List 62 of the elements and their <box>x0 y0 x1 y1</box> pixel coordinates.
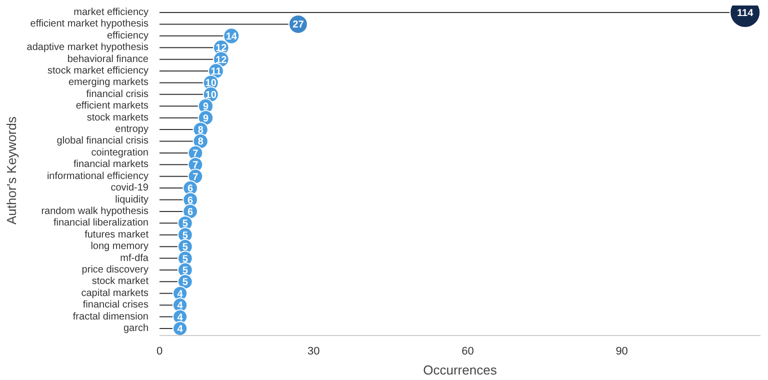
y-tick-label: stock market efficiency <box>48 66 149 77</box>
x-axis-title: Occurrences <box>423 362 498 378</box>
y-tick-label: fractal dimension <box>72 311 149 322</box>
y-tick-label: emerging markets <box>68 77 148 88</box>
y-tick-label: financial liberalization <box>53 218 149 229</box>
x-tick-label: 30 <box>307 346 320 358</box>
y-tick-label: efficient market hypothesis <box>30 18 149 30</box>
y-tick-label: cointegration <box>91 147 149 158</box>
y-tick-label: garch <box>123 322 148 334</box>
data-label: 4 <box>177 288 184 300</box>
y-tick-label: mf-dfa <box>120 252 149 264</box>
y-tick-label: financial crisis <box>86 88 149 100</box>
data-label: 10 <box>205 78 217 90</box>
data-label: 4 <box>177 300 184 312</box>
data-label: 6 <box>188 206 194 218</box>
data-label: 5 <box>182 218 188 230</box>
y-tick-label: adaptive market hypothesis <box>26 42 148 54</box>
data-label: 4 <box>177 312 184 324</box>
data-label: 11 <box>210 66 222 78</box>
y-tick-label: financial markets <box>73 159 148 170</box>
y-tick-label: long memory <box>90 241 149 252</box>
y-tick-label: efficiency <box>106 30 149 42</box>
x-tick-label: 60 <box>462 346 474 358</box>
y-tick-label: behavioral finance <box>67 54 149 65</box>
data-label: 27 <box>292 20 304 31</box>
y-tick-label: financial crises <box>82 300 149 311</box>
y-tick-label: efficient markets <box>76 100 149 112</box>
data-label: 9 <box>202 102 209 113</box>
x-tick-label: 0 <box>156 346 163 358</box>
y-tick-label: random walk hypothesis <box>41 206 149 217</box>
y-tick-label: informational efficiency <box>46 170 149 182</box>
y-tick-label: market efficiency <box>74 7 148 18</box>
y-tick-label: entropy <box>115 124 149 136</box>
data-label: 12 <box>216 54 228 66</box>
y-axis-title: Author's Keywords <box>4 116 19 224</box>
data-label: 5 <box>182 277 188 288</box>
data-label: 8 <box>198 125 204 136</box>
data-label: 9 <box>202 113 209 124</box>
data-label: 12 <box>216 43 228 54</box>
y-tick-label: futures market <box>84 229 149 240</box>
data-label: 7 <box>192 148 199 160</box>
data-label: 10 <box>205 90 217 101</box>
y-tick-label: stock markets <box>86 112 149 124</box>
data-label: 5 <box>182 265 188 276</box>
data-label: 6 <box>188 195 194 206</box>
x-tick-label: 90 <box>616 346 628 358</box>
data-label: 5 <box>182 242 188 254</box>
data-label: 5 <box>182 254 188 265</box>
y-tick-label: price discovery <box>82 264 149 276</box>
data-label: 8 <box>198 136 204 148</box>
data-label: 6 <box>188 184 194 195</box>
y-tick-label: liquidity <box>115 194 149 206</box>
data-label: 14 <box>226 31 238 42</box>
y-tick-label: global financial crisis <box>56 136 149 147</box>
y-tick-label: capital markets <box>81 288 149 299</box>
data-label: 7 <box>192 172 199 183</box>
data-label: 4 <box>177 324 184 335</box>
y-tick-label: covid-19 <box>110 182 149 194</box>
data-label: 5 <box>182 230 188 242</box>
data-label: 114 <box>737 8 754 20</box>
y-tick-label: stock market <box>92 276 149 288</box>
data-label: 7 <box>192 160 199 172</box>
